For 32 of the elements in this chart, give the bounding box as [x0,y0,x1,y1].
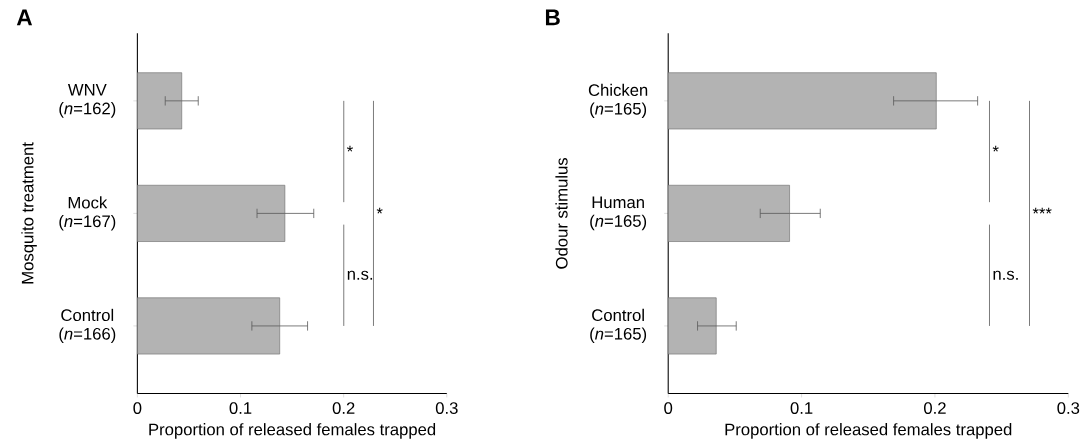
x-axis-title: Proportion of released females trapped [725,423,1012,439]
annotation: * [376,207,383,214]
annotation: * [346,145,353,152]
y-tick-label: Control (n=166) [59,308,116,344]
x-tick-label: 0 [133,402,142,415]
annotation: n.s. [993,270,1018,280]
x-tick-label: 0.1 [790,402,813,415]
x-tick-label: 0.1 [229,402,252,415]
y-tick-label: Control (n=165) [590,308,647,344]
annotation: * [992,145,999,152]
chart-title: A [16,9,33,26]
bar [137,297,281,355]
x-tick-label: 0.3 [435,402,458,415]
x-tick-label: 0.2 [924,402,946,415]
annotation: *** [1032,207,1052,214]
chart-title: B [545,9,560,26]
y-axis-title: Mosquito treatment [21,142,37,284]
y-tick-label: Human (n=165) [590,196,647,231]
y-axis-title: Odour stimulus [555,158,568,269]
y-tick-label: Chicken (n=165) [588,83,648,119]
bar [137,185,286,242]
annotation: n.s. [347,270,373,280]
bar [667,72,937,130]
x-axis-title: Proportion of released females trapped [149,423,436,439]
x-tick-label: 0.2 [332,402,355,415]
bar [667,297,717,355]
y-tick-label: WNV (n=162) [59,84,116,118]
x-tick-label: 0 [664,402,673,415]
bar [667,185,790,242]
y-tick-label: Mock (n=167) [59,196,116,231]
bar [137,72,183,130]
x-tick-label: 0.3 [1057,402,1080,415]
